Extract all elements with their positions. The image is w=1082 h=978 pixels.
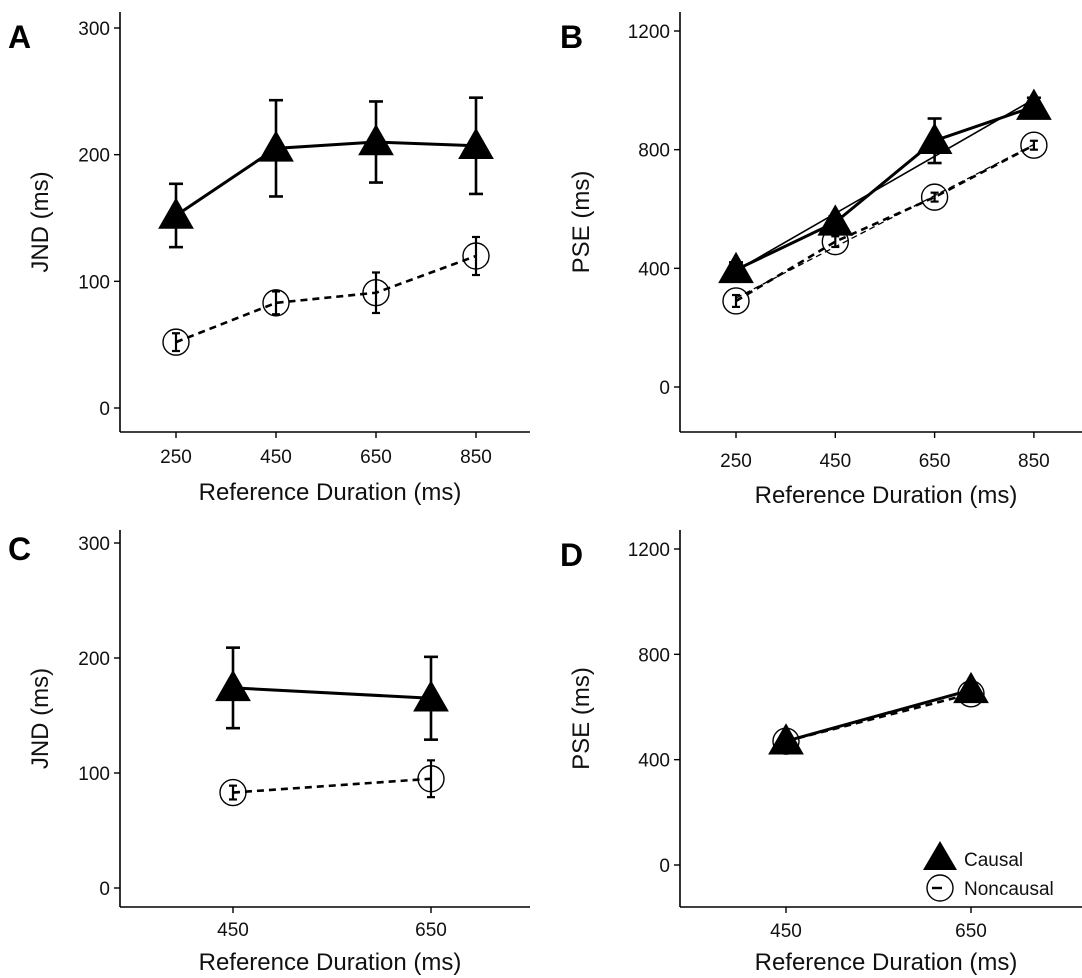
x-tick-label: 650 bbox=[360, 447, 392, 468]
y-tick-label: 1200 bbox=[628, 540, 670, 561]
data-point-circle bbox=[772, 727, 800, 755]
series-line bbox=[175, 254, 477, 344]
panel-letter: A bbox=[8, 19, 31, 55]
data-point-circle bbox=[362, 279, 390, 307]
fit-line bbox=[735, 98, 1035, 272]
series-causal bbox=[215, 646, 449, 741]
y-tick-label: 0 bbox=[659, 378, 670, 399]
series-noncausal bbox=[162, 235, 490, 356]
y-tick-label: 200 bbox=[78, 146, 110, 167]
data-point-triangle bbox=[718, 251, 754, 284]
x-tick-label: 250 bbox=[720, 451, 752, 472]
y-tick-label: 100 bbox=[78, 764, 110, 785]
data-point-triangle bbox=[458, 127, 494, 160]
series-line bbox=[785, 692, 972, 743]
series-line bbox=[232, 777, 432, 794]
series-line bbox=[785, 688, 972, 743]
y-tick-label: 0 bbox=[99, 879, 110, 900]
series-line bbox=[735, 144, 1035, 303]
data-point-triangle bbox=[413, 680, 449, 712]
panel-letter: B bbox=[560, 19, 583, 55]
series-causal bbox=[158, 96, 494, 249]
legend: Causal Noncausal bbox=[923, 841, 1054, 902]
data-point-circle bbox=[920, 183, 949, 211]
legend-label-noncausal: Noncausal bbox=[964, 879, 1054, 900]
data-point-circle bbox=[462, 242, 490, 270]
data-point-triangle bbox=[1016, 88, 1052, 120]
data-point-triangle bbox=[817, 204, 854, 236]
x-tick-label: 450 bbox=[770, 921, 802, 942]
data-point-circle bbox=[957, 680, 985, 708]
y-tick-label: 800 bbox=[638, 141, 670, 162]
data-point-triangle bbox=[258, 130, 294, 162]
data-point-circle bbox=[262, 289, 290, 317]
y-tick-label: 800 bbox=[638, 645, 670, 666]
y-axis-title: PSE (ms) bbox=[568, 667, 595, 770]
y-tick-label: 400 bbox=[638, 259, 670, 280]
legend-triangle-icon bbox=[923, 841, 957, 870]
x-axis-title: Reference Duration (ms) bbox=[755, 482, 1018, 509]
x-tick-label: 850 bbox=[460, 447, 492, 468]
fit-line bbox=[735, 143, 1035, 299]
panel-a: A 0 100 200 300 250 450 650 850 Reference Duratio… bbox=[8, 12, 530, 506]
legend-label-causal: Causal bbox=[964, 850, 1023, 871]
series-line bbox=[735, 105, 1035, 272]
x-tick-label: 850 bbox=[1018, 451, 1050, 472]
y-tick-label: 300 bbox=[78, 534, 110, 555]
y-tick-label: 0 bbox=[659, 856, 670, 877]
x-tick-label: 450 bbox=[819, 451, 851, 472]
data-point-triangle bbox=[358, 123, 394, 156]
y-tick-label: 100 bbox=[78, 272, 110, 293]
panel-letter: D bbox=[560, 537, 583, 573]
panel-d: D 0 400 800 1200 450 650 Reference Duration (ms… bbox=[560, 530, 1082, 976]
x-axis-title: Reference Duration (ms) bbox=[199, 949, 462, 976]
series-noncausal bbox=[772, 680, 985, 755]
x-tick-label: 650 bbox=[919, 451, 951, 472]
series-noncausal bbox=[219, 759, 445, 807]
y-axis-title: JND (ms) bbox=[27, 668, 54, 769]
y-tick-label: 300 bbox=[78, 19, 110, 40]
x-tick-label: 450 bbox=[217, 920, 249, 941]
panel-c: C 0 100 200 300 450 650 Reference Duration (ms)… bbox=[8, 530, 530, 976]
x-tick-label: 450 bbox=[260, 447, 292, 468]
y-tick-label: 200 bbox=[78, 649, 110, 670]
y-axis-title: JND (ms) bbox=[27, 171, 54, 272]
series-causal bbox=[718, 88, 1052, 284]
data-point-circle bbox=[417, 765, 445, 793]
data-point-circle bbox=[1020, 131, 1048, 159]
series-line bbox=[232, 686, 432, 700]
x-tick-label: 250 bbox=[160, 447, 192, 468]
data-point-triangle bbox=[916, 122, 953, 155]
x-axis-title: Reference Duration (ms) bbox=[755, 949, 1018, 976]
series-line bbox=[175, 140, 477, 217]
data-point-triangle bbox=[215, 669, 251, 702]
data-point-circle bbox=[162, 328, 190, 356]
series-noncausal bbox=[722, 131, 1048, 315]
legend-circle-icon bbox=[926, 874, 954, 902]
y-tick-label: 1200 bbox=[628, 22, 670, 43]
x-tick-label: 650 bbox=[415, 920, 447, 941]
data-point-circle bbox=[722, 287, 750, 315]
x-tick-label: 650 bbox=[955, 921, 987, 942]
data-point-circle bbox=[219, 778, 247, 807]
y-tick-label: 0 bbox=[99, 399, 110, 420]
data-point-triangle bbox=[158, 197, 194, 229]
panel-letter: C bbox=[8, 531, 31, 567]
series-causal bbox=[768, 671, 989, 755]
x-axis-title: Reference Duration (ms) bbox=[199, 479, 462, 506]
data-point-circle bbox=[821, 227, 849, 256]
y-tick-label: 400 bbox=[638, 751, 670, 772]
y-axis-title: PSE (ms) bbox=[568, 171, 595, 274]
